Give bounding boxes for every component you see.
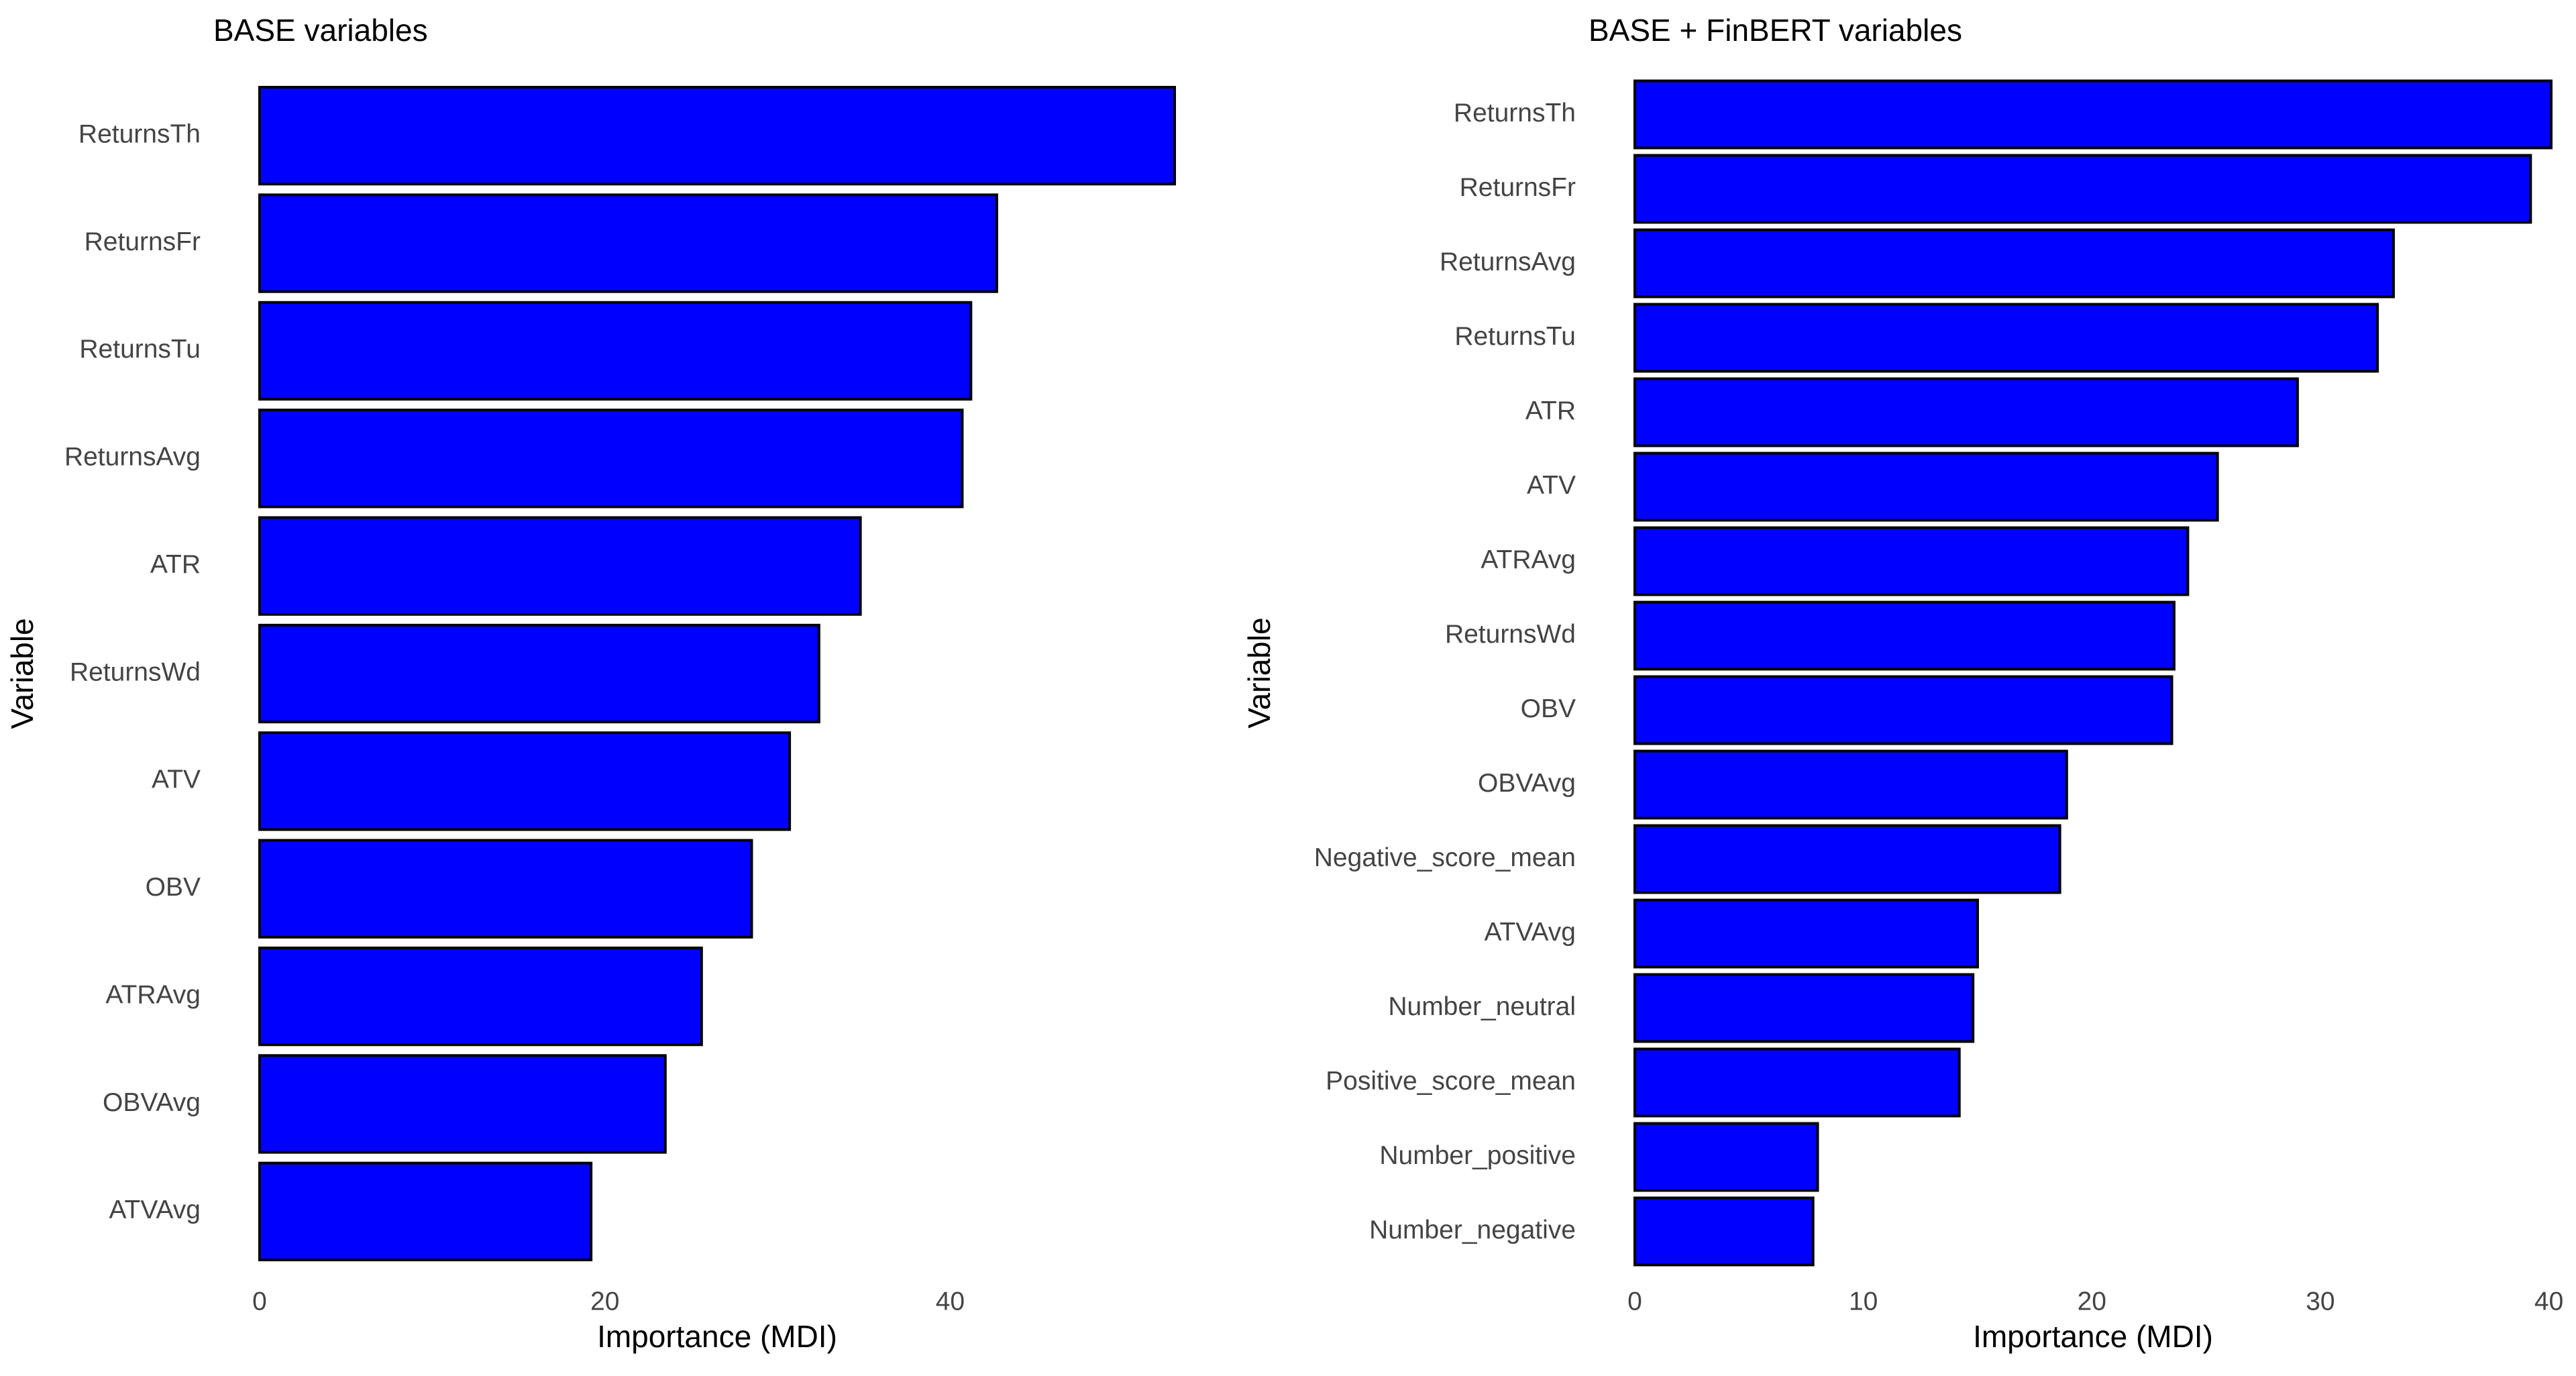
y-tick-label: ReturnsAvg [1440,248,1576,276]
bar [1633,526,2190,596]
y-tick-label: ReturnsAvg [64,443,201,472]
x-axis-title: Importance (MDI) [1973,1319,2213,1354]
bar [258,1054,667,1154]
y-tick-label: Positive_score_mean [1326,1067,1576,1096]
bar [1633,824,2061,894]
x-tick-label: 40 [2534,1287,2563,1316]
y-tick-label: ReturnsFr [1460,173,1576,202]
bar [258,946,703,1047]
x-tick-label: 20 [2078,1287,2106,1316]
bar [258,1161,593,1261]
y-tick-label: Number_positive [1379,1141,1576,1170]
bar [1633,1196,1815,1267]
bar [1633,600,2176,671]
bar [1633,749,2068,820]
bar [1633,675,2174,745]
y-tick-label: OBVAvg [1478,769,1576,798]
bar [1633,1122,1819,1192]
bar [258,409,964,509]
bar [258,86,1176,186]
bar [1633,154,2532,224]
bar [1633,898,1979,969]
bar [1633,973,1975,1043]
x-tick-label: 30 [2306,1287,2334,1316]
y-tick-label: ReturnsWd [1445,620,1576,649]
y-tick-label: ATRAvg [105,980,201,1009]
y-tick-label: ATR [150,550,201,579]
chart-title: BASE + FinBERT variables [1589,13,1962,48]
x-tick-label: 20 [590,1287,619,1316]
bar [1633,1047,1961,1118]
y-tick-label: OBV [1521,694,1576,723]
x-tick-label: 0 [1627,1287,1642,1316]
bar [1633,303,2379,373]
y-tick-label: Negative_score_mean [1314,843,1576,872]
y-tick-label: ATVAvg [1484,918,1576,947]
bar [258,731,792,831]
y-axis-title: Variable [1242,617,1277,728]
bar [1633,377,2299,447]
bar [258,516,862,616]
x-tick-label: 0 [252,1287,267,1316]
y-tick-label: Number_neutral [1388,992,1576,1021]
bar [1633,228,2395,299]
y-tick-label: ReturnsTh [1454,99,1576,127]
bar [1633,452,2219,522]
bar [258,623,820,724]
y-tick-label: OBV [146,873,201,902]
y-tick-label: ATRAvg [1481,545,1576,574]
y-tick-label: ReturnsTu [79,335,201,364]
y-tick-label: ReturnsTu [1454,322,1576,351]
y-axis-title: Variable [5,618,40,729]
y-tick-label: ATVAvg [109,1196,201,1224]
y-tick-label: OBVAvg [103,1088,201,1117]
y-tick-label: ATR [1525,396,1576,425]
y-tick-label: ATV [1527,471,1576,500]
x-axis-title: Importance (MDI) [597,1319,837,1354]
bar [258,839,753,939]
y-tick-label: ReturnsTh [78,119,201,148]
y-tick-label: ReturnsFr [85,227,201,256]
y-tick-label: ReturnsWd [70,657,201,686]
x-tick-label: 40 [936,1287,965,1316]
bar [258,301,973,401]
chart-title: BASE variables [213,13,428,48]
x-tick-label: 10 [1849,1287,1878,1316]
bar [1633,79,2553,150]
y-tick-label: Number_negative [1369,1216,1576,1245]
bar [258,193,998,293]
y-tick-label: ATV [152,765,201,794]
